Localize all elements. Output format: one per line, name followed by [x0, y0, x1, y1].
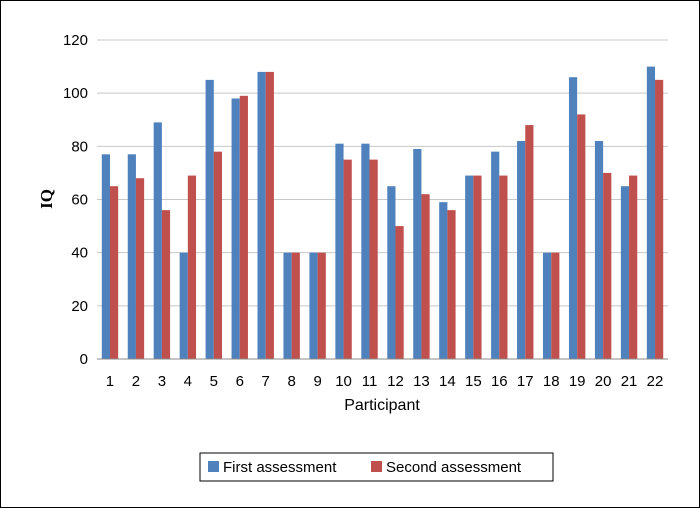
bar-first-1: [101, 154, 110, 359]
y-tick-label-0: 0: [80, 351, 88, 368]
y-axis-ticks: 0 20 40 60 80 100 120: [63, 32, 88, 368]
y-tick-label-40: 40: [71, 245, 88, 262]
legend: First assessment Second assessment: [199, 452, 554, 482]
legend-swatch-first-assessment: [208, 461, 219, 472]
bar-second-6: [239, 95, 248, 359]
x-tick-label-17: 17: [517, 373, 534, 390]
y-tick-label-60: 60: [71, 192, 88, 209]
bar-second-1: [109, 186, 119, 359]
bar-first-10: [335, 143, 344, 359]
bar-first-19: [568, 77, 578, 359]
bar-second-21: [629, 175, 638, 359]
x-tick-label-2: 2: [132, 373, 140, 390]
bar-second-2: [135, 178, 145, 359]
bar-first-7: [257, 71, 266, 360]
y-tick-label-80: 80: [71, 138, 88, 155]
y-tick-label-120: 120: [63, 32, 88, 49]
bar-second-11: [369, 159, 378, 359]
bar-second-8: [291, 252, 300, 359]
x-axis-ticks: 1 2 3 4 5 6 7 8 9 10 11 12 13 14 15 16 17 18 19 20 21 22: [106, 373, 664, 390]
x-tick-label-9: 9: [313, 373, 321, 390]
x-tick-label-22: 22: [647, 373, 664, 390]
bar-first-13: [413, 148, 422, 359]
bar-second-22: [655, 79, 664, 359]
bar-first-5: [205, 79, 214, 359]
x-tick-label-3: 3: [158, 373, 166, 390]
x-tick-label-15: 15: [465, 373, 482, 390]
bar-second-13: [421, 194, 430, 359]
bar-second-20: [603, 172, 612, 359]
bars: [101, 66, 664, 360]
x-tick-label-10: 10: [335, 373, 352, 390]
bar-second-14: [447, 210, 456, 359]
bar-first-18: [543, 252, 552, 359]
y-tick-label-20: 20: [71, 298, 88, 315]
bar-second-19: [577, 114, 586, 359]
bar-first-2: [127, 154, 136, 359]
bar-first-9: [309, 252, 318, 359]
bar-second-4: [187, 175, 197, 359]
bar-first-21: [620, 186, 630, 359]
bar-second-18: [551, 252, 560, 359]
bar-first-14: [439, 202, 448, 359]
x-tick-label-4: 4: [184, 373, 192, 390]
bar-second-9: [317, 252, 326, 359]
x-tick-label-13: 13: [413, 373, 430, 390]
bar-first-17: [517, 141, 526, 359]
bar-second-17: [525, 125, 534, 359]
x-tick-label-14: 14: [439, 373, 456, 390]
x-tick-label-11: 11: [362, 373, 378, 390]
x-tick-label-5: 5: [210, 373, 218, 390]
bar-second-15: [473, 175, 482, 359]
bar-first-12: [387, 186, 396, 359]
bar-second-10: [343, 159, 352, 359]
bar-second-12: [395, 226, 404, 359]
bar-second-3: [161, 210, 171, 359]
x-tick-label-18: 18: [543, 373, 560, 390]
x-tick-label-20: 20: [595, 373, 612, 390]
legend-swatch-second-assessment: [371, 461, 382, 472]
x-tick-label-12: 12: [387, 373, 404, 390]
bar-second-5: [213, 151, 222, 359]
bar-first-3: [153, 122, 162, 360]
bar-second-7: [265, 71, 274, 360]
x-tick-label-6: 6: [236, 373, 244, 390]
x-tick-label-21: 21: [621, 373, 638, 390]
bar-second-16: [499, 175, 508, 359]
bar-first-15: [465, 175, 474, 359]
x-tick-label-7: 7: [262, 373, 270, 390]
bar-first-6: [231, 98, 240, 359]
x-tick-label-8: 8: [287, 373, 295, 390]
legend-label-first-assessment: First assessment: [223, 459, 337, 476]
bar-first-22: [646, 66, 656, 359]
bar-first-4: [179, 252, 188, 359]
x-tick-label-1: 1: [106, 373, 114, 390]
bar-first-8: [283, 252, 292, 359]
y-tick-label-100: 100: [63, 85, 88, 102]
x-axis-title: Participant: [344, 397, 420, 414]
y-axis-title: IQ: [37, 189, 56, 209]
legend-label-second-assessment: Second assessment: [386, 459, 522, 476]
bar-first-11: [361, 143, 370, 359]
x-tick-label-16: 16: [491, 373, 508, 390]
bar-first-20: [594, 141, 604, 359]
x-tick-label-19: 19: [569, 373, 586, 390]
bar-first-16: [491, 151, 500, 359]
